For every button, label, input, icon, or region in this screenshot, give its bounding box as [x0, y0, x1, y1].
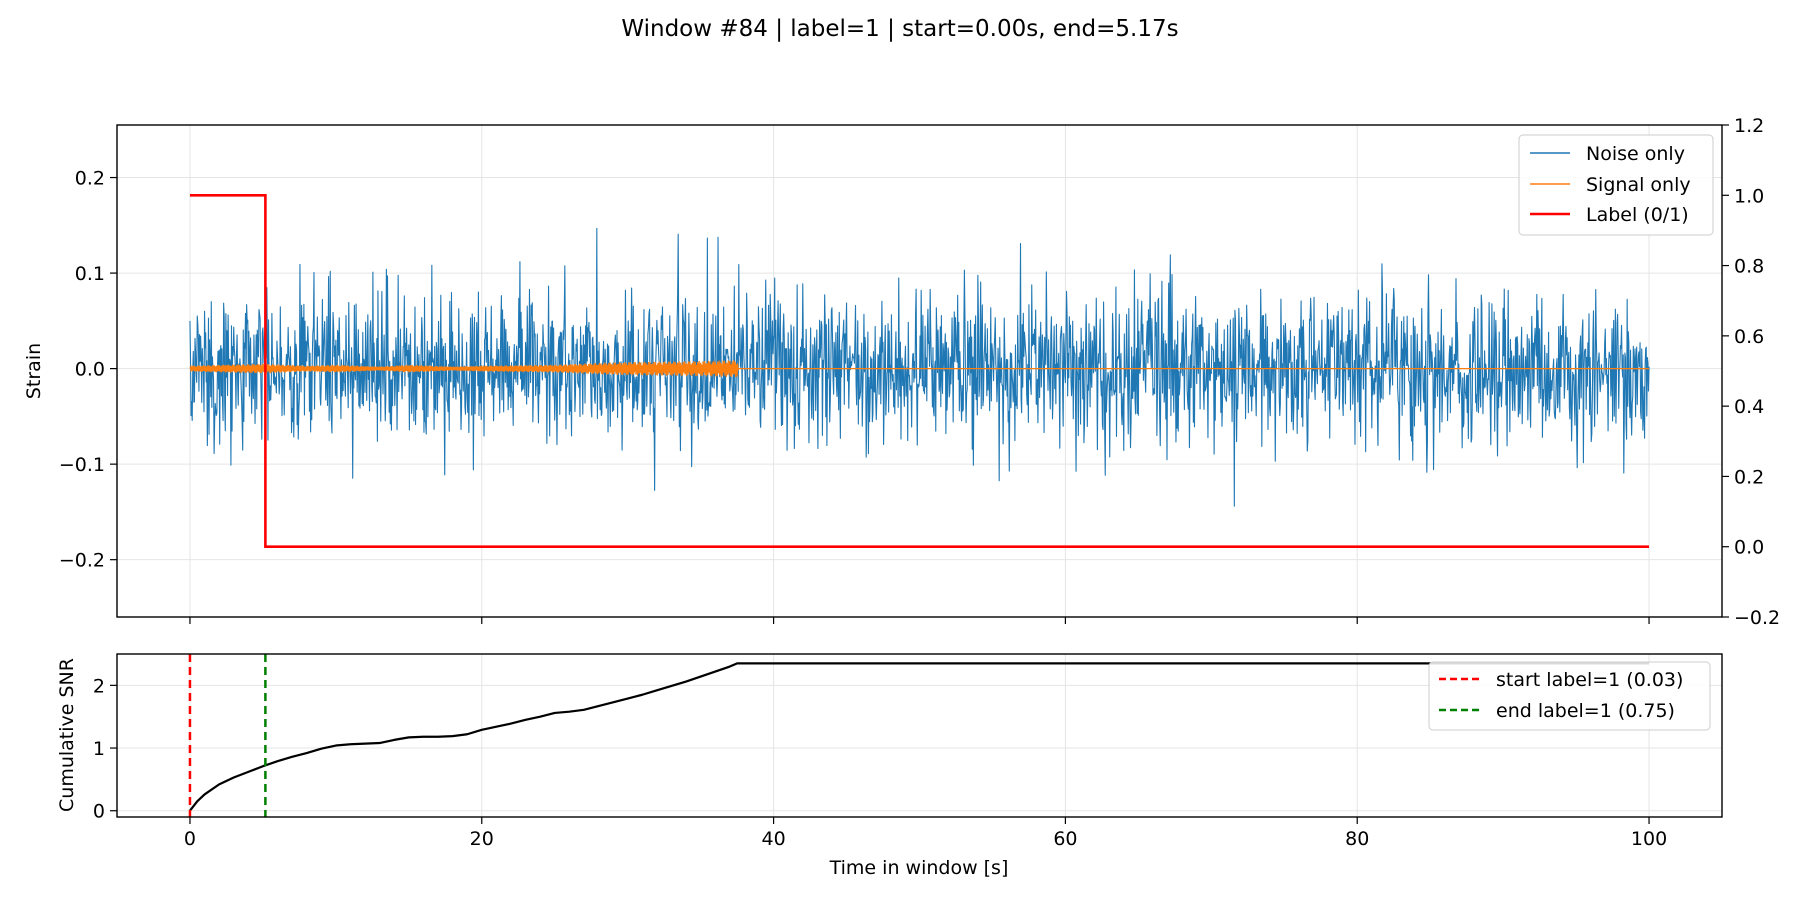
legend-label-label: Label (0/1) [1586, 204, 1689, 226]
bottom-x-ticks: 0 20 40 60 80 100 [184, 817, 1667, 850]
noise-line [189, 227, 1650, 507]
top-y-axis-label: Strain [23, 343, 45, 399]
top-y2-tick-label: 1.0 [1734, 185, 1764, 207]
label-step-line [189, 193, 1650, 549]
legend-noise-label: Noise only [1586, 143, 1685, 165]
top-legend-box [1518, 134, 1714, 236]
signal-series [189, 360, 1650, 377]
figure-title: Window #84 | label=1 | start=0.00s, end=… [621, 16, 1178, 42]
bottom-x-tick-label: 0 [184, 828, 196, 850]
bottom-y-tick-label: 1 [93, 738, 105, 760]
top-y-ticks: −0.2 −0.1 0.0 0.1 0.2 [59, 168, 117, 572]
cumulative-snr-line [189, 662, 1650, 812]
bottom-x-tick-label: 40 [761, 828, 785, 850]
bottom-series [188, 654, 1650, 817]
bottom-x-tick-label: 80 [1345, 828, 1369, 850]
signal-line [189, 360, 1650, 377]
bottom-legend-box [1428, 661, 1711, 731]
top-legend: Noise only Signal only Label (0/1) [1518, 134, 1714, 236]
legend-end-label: end label=1 (0.75) [1496, 700, 1675, 722]
bottom-legend: start label=1 (0.03) end label=1 (0.75) [1428, 661, 1711, 731]
bottom-y-tick-label: 0 [93, 801, 105, 823]
label-series [189, 193, 1650, 549]
top-y2-tick-label: 1.2 [1734, 115, 1764, 137]
top-y2-tick-label: 0.6 [1734, 326, 1764, 348]
top-x-ticks [189, 617, 1650, 624]
top-y2-tick-label: 0.4 [1734, 396, 1764, 418]
top-y2-tick-label: 0.0 [1734, 537, 1764, 559]
top-y2-ticks: −0.2 0.0 0.2 0.4 0.6 0.8 1.0 1.2 [1722, 115, 1780, 629]
bottom-y-axis-label: Cumulative SNR [56, 658, 78, 812]
top-y-tick-label: −0.1 [59, 454, 105, 476]
bottom-y-ticks: 0 1 2 [93, 675, 117, 823]
bottom-y-tick-label: 2 [93, 675, 105, 697]
top-y2-tick-label: −0.2 [1734, 607, 1780, 629]
bottom-x-tick-label: 20 [470, 828, 494, 850]
bottom-panel: 0 1 2 0 20 40 60 80 100 Time in window [s] Cumu… [56, 653, 1723, 879]
legend-start-label: start label=1 (0.03) [1496, 669, 1683, 691]
top-panel: −0.2 −0.1 0.0 0.1 0.2 −0.2 0.0 0.2 0.4 0.6 0.8 1.0… [23, 115, 1780, 629]
top-y2-tick-label: 0.8 [1734, 256, 1764, 278]
top-axes-frame [116, 124, 1723, 618]
legend-signal-label: Signal only [1586, 174, 1691, 196]
bottom-x-tick-label: 100 [1631, 828, 1667, 850]
top-y-tick-label: 0.0 [75, 359, 105, 381]
bottom-x-tick-label: 60 [1053, 828, 1077, 850]
bottom-x-axis-label: Time in window [s] [829, 857, 1009, 879]
noise-series [189, 227, 1650, 507]
bottom-axes-frame [116, 653, 1723, 818]
top-y-tick-label: −0.2 [59, 550, 105, 572]
top-y-tick-label: 0.2 [75, 168, 105, 190]
top-y2-tick-label: 0.2 [1734, 466, 1764, 488]
top-y-tick-label: 0.1 [75, 263, 105, 285]
